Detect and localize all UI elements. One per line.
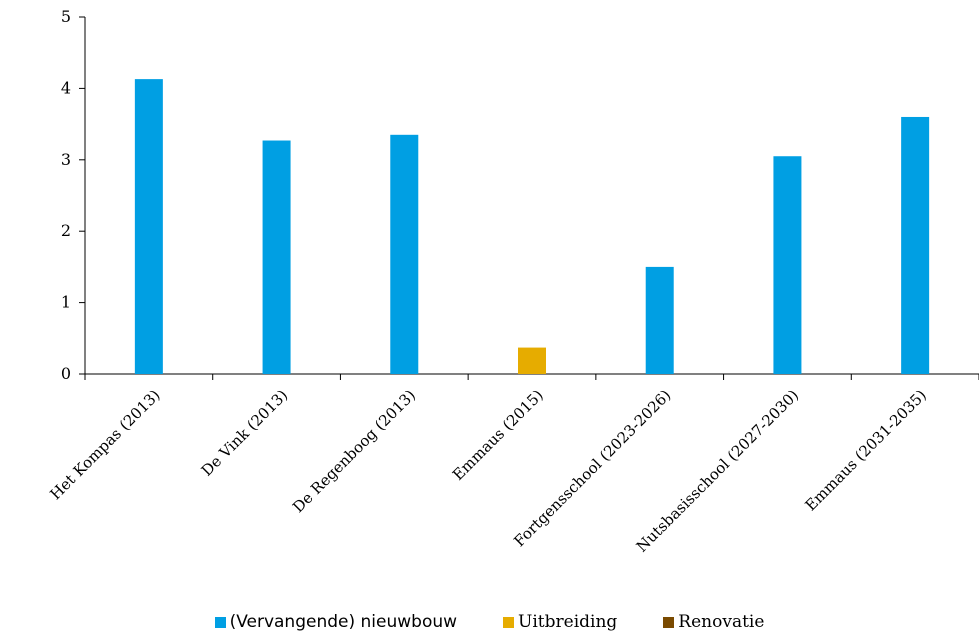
category-label: Het Kompas (2013)	[47, 386, 164, 503]
bar-0-2	[390, 134, 419, 374]
bar-0-5	[773, 156, 802, 374]
category-label: Emmaus (2015)	[449, 386, 547, 484]
legend-label-uitbreiding: Uitbreiding	[518, 612, 618, 632]
y-tick-label: 4	[61, 78, 71, 97]
bar-0-6	[901, 116, 930, 375]
category-labels: Het Kompas (2013) De Vink (2013)De Regenb…	[47, 386, 930, 556]
legend-swatch-renovatie	[663, 616, 675, 628]
y-axis: 0 1 2 3 4 5	[61, 7, 86, 383]
y-tick-label: 3	[61, 150, 71, 169]
bar-0-0	[134, 79, 163, 375]
y-tick-label: 1	[61, 293, 71, 312]
x-axis	[84, 373, 979, 380]
bar-0-1	[262, 140, 291, 374]
bar-1-3	[518, 347, 546, 374]
legend-item-renovatie: Renovatie	[663, 612, 764, 632]
legend-swatch-nieuwbouw	[214, 616, 226, 628]
y-tick-label: 0	[61, 364, 71, 383]
legend: (Vervangende) nieuwbouw Uitbreiding Reno…	[0, 612, 979, 632]
legend-label-nieuwbouw: (Vervangende) nieuwbouw	[229, 612, 458, 632]
legend-label-renovatie: Renovatie	[678, 612, 765, 632]
y-tick-label: 2	[61, 221, 71, 240]
bar-0-4	[645, 266, 674, 374]
bars	[134, 79, 930, 375]
category-label: De Vink (2013)	[198, 386, 292, 480]
legend-item-nieuwbouw: (Vervangende) nieuwbouw	[214, 612, 458, 632]
category-label: De Regenboog (2013)	[289, 386, 419, 516]
bar-chart: 0 1 2 3 4 5 Het Kompas (2013) De Vink (2013)De…	[47, 7, 979, 556]
y-tick-label: 5	[61, 7, 71, 26]
legend-swatch-uitbreiding	[503, 616, 515, 628]
category-label: Emmaus (2031-2035)	[802, 386, 930, 514]
legend-item-uitbreiding: Uitbreiding	[503, 612, 617, 632]
